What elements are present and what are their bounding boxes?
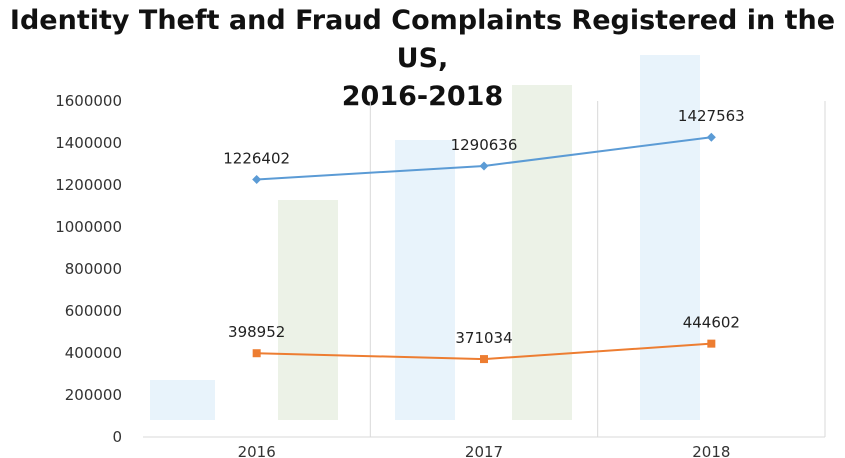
data-point bbox=[252, 349, 261, 358]
x-axis: 2016 2017 2018 bbox=[143, 436, 825, 458]
chart-title-line-2: 2016-2018 bbox=[341, 81, 504, 112]
x-tick-label: 2017 bbox=[465, 443, 503, 458]
watermark-bar bbox=[512, 85, 572, 420]
chart-title-line-1: Identity Theft and Fraud Complaints Regi… bbox=[9, 5, 836, 74]
data-label: 444602 bbox=[683, 314, 740, 332]
chart-title: Identity Theft and Fraud Complaints Regi… bbox=[0, 2, 845, 116]
y-tick-label: 1400000 bbox=[55, 134, 122, 152]
watermark-bar bbox=[395, 140, 455, 420]
data-labels: 1226402 1290636 1427563 398952 371034 444602 bbox=[223, 107, 744, 347]
watermark-bar bbox=[278, 200, 338, 420]
watermark-bar bbox=[150, 380, 215, 420]
data-point bbox=[707, 339, 716, 348]
y-tick-label: 0 bbox=[112, 428, 122, 446]
data-label: 1226402 bbox=[223, 149, 290, 167]
data-label: 1427563 bbox=[678, 107, 745, 125]
data-label: 371034 bbox=[455, 329, 512, 347]
x-tick-label: 2016 bbox=[238, 443, 276, 458]
chart-gridlines bbox=[369, 101, 826, 437]
data-point bbox=[706, 132, 716, 142]
background-watermark bbox=[150, 55, 700, 420]
y-tick-label: 200000 bbox=[65, 386, 122, 404]
y-tick-label: 1000000 bbox=[55, 218, 122, 236]
data-label: 1290636 bbox=[451, 136, 518, 154]
data-point bbox=[479, 161, 489, 171]
y-tick-label: 1200000 bbox=[55, 176, 122, 194]
watermark-bar bbox=[640, 55, 700, 420]
y-tick-label: 400000 bbox=[65, 344, 122, 362]
data-point bbox=[480, 355, 488, 364]
y-tick-label: 600000 bbox=[65, 302, 122, 320]
y-tick-label: 800000 bbox=[65, 260, 122, 278]
data-label: 398952 bbox=[228, 323, 285, 341]
y-tick-label: 1600000 bbox=[55, 92, 122, 110]
x-tick-label: 2018 bbox=[692, 443, 730, 458]
data-point bbox=[252, 174, 262, 184]
chart-series bbox=[252, 132, 716, 364]
y-axis: 0 200000 400000 600000 800000 1000000 1200000 1… bbox=[55, 92, 122, 446]
